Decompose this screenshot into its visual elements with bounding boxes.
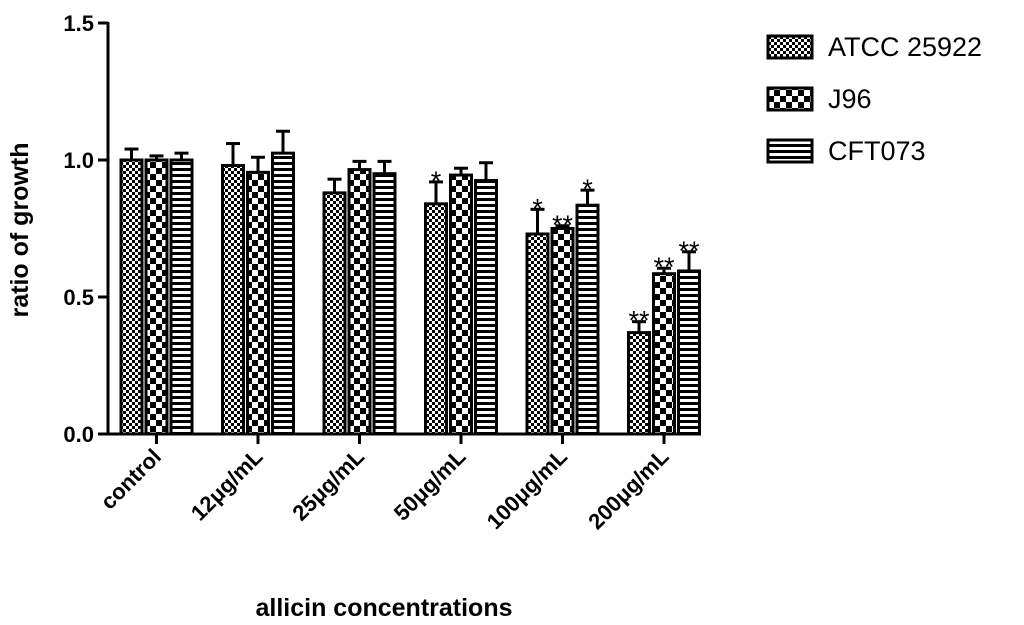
bar-j96-control (144, 158, 169, 436)
bar-cft073-25-g-ml (372, 172, 397, 436)
significance-marker: ** (678, 236, 700, 266)
bar-atcc-25922-control (119, 158, 144, 436)
bar-cft073-control (169, 158, 194, 436)
legend-swatch (766, 34, 814, 60)
bar-j96-200-g-ml (652, 272, 676, 436)
x-axis-title: allicin concentrations (255, 594, 512, 622)
y-tick-label: 1.0 (63, 148, 94, 173)
bar-cft073-12-g-ml (271, 151, 295, 436)
significance-marker: * (431, 166, 442, 196)
bar-atcc-25922-50-g-ml (424, 202, 448, 436)
bar-atcc-25922-200-g-ml (627, 331, 651, 436)
significance-markers: *********** (431, 166, 700, 336)
bar-j96-50-g-ml (449, 173, 473, 436)
bar-cft073-200-g-ml (677, 269, 701, 436)
y-axis-title: ratio of growth (6, 143, 34, 318)
bar-atcc-25922-100-g-ml (525, 232, 550, 436)
y-tick-label: 0.0 (63, 422, 94, 447)
y-axis-ticks: 0.0 0.5 1.0 1.5 (63, 11, 108, 447)
bar-j96-12-g-ml (246, 170, 270, 436)
x-category-label: 200μg/mL (583, 444, 673, 534)
error-bars (124, 129, 696, 333)
significance-marker: * (582, 174, 593, 204)
legend-swatch (766, 138, 814, 164)
x-category-label: 12μg/mL (186, 444, 268, 526)
bar-j96-100-g-ml (550, 227, 575, 436)
x-axis-categories: control 12μg/mL 25μg/mL 50μg/mL 100μg/mL 200μ… (96, 434, 674, 534)
bar-atcc-25922-12-g-ml (221, 163, 245, 436)
legend-swatch (766, 86, 814, 112)
x-category-label: 100μg/mL (482, 444, 572, 534)
axes (106, 22, 688, 436)
bar-cft073-100-g-ml (575, 203, 600, 436)
x-category-label: 25μg/mL (287, 444, 369, 526)
legend-label: J96 (828, 84, 872, 114)
y-tick-label: 1.5 (63, 11, 94, 36)
bar-atcc-25922-25-g-ml (322, 191, 347, 436)
legend-label: CFT073 (828, 136, 926, 166)
x-category-label: 50μg/mL (389, 444, 471, 526)
bars (119, 151, 701, 436)
bar-j96-25-g-ml (347, 168, 372, 436)
significance-marker: ** (628, 306, 650, 336)
legend-label: ATCC 25922 (828, 32, 982, 62)
significance-marker: ** (653, 252, 675, 282)
significance-marker: ** (552, 210, 574, 240)
bar-cft073-50-g-ml (474, 179, 498, 436)
legend: ATCC 25922 J96 CFT073 (766, 32, 982, 166)
significance-marker: * (532, 193, 543, 223)
x-category-label: control (96, 444, 166, 514)
y-tick-label: 0.5 (63, 285, 94, 310)
